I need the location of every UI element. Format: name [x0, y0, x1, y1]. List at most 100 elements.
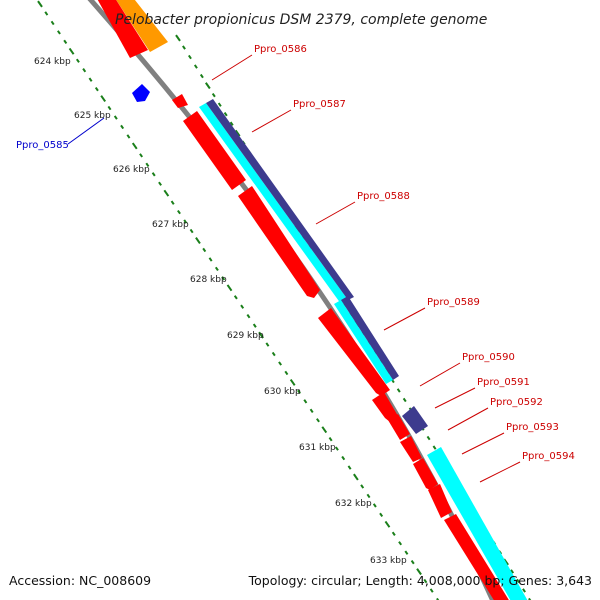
cds-feature-0594[interactable] — [428, 484, 452, 518]
cds-feature-0588[interactable] — [238, 186, 320, 298]
ruler-tick — [353, 473, 359, 481]
gene-label[interactable]: Ppro_0593 — [506, 422, 559, 433]
gene-feature-0591-navy — [402, 406, 428, 434]
ruler-tick — [379, 512, 384, 518]
ruler-tick — [202, 247, 207, 253]
ruler-tick — [297, 389, 301, 395]
ruler-tick — [57, 30, 61, 35]
ruler-tick — [139, 153, 144, 158]
ruler-tick — [384, 520, 391, 528]
gene-label[interactable]: Ppro_0591 — [477, 377, 530, 388]
cds-feature — [444, 514, 509, 600]
ruler-tick — [214, 266, 219, 272]
cds-feature-0591[interactable] — [388, 414, 410, 440]
ruler-tick — [163, 189, 170, 197]
tick-labels: 624 kbp 625 kbp 626 kbp 627 kbp 628 kbp 629 k… — [34, 57, 407, 566]
ruler-tick — [217, 102, 222, 107]
gene-leader-line — [67, 117, 105, 145]
tick-label: 630 kbp — [264, 387, 301, 397]
tick-label: 632 kbp — [335, 499, 372, 509]
cds-feature-0589[interactable] — [318, 308, 390, 396]
gene-label[interactable]: Ppro_0588 — [357, 191, 410, 202]
ruler-tick — [177, 209, 181, 215]
gene-label[interactable]: Ppro_0589 — [427, 297, 480, 308]
ruler-tick — [246, 314, 251, 319]
ruler-tick — [183, 219, 188, 224]
gene-label[interactable]: Ppro_0594 — [522, 451, 575, 462]
ruler-tick — [151, 172, 156, 177]
ruler-tick — [107, 105, 112, 111]
ruler-tick — [226, 284, 233, 292]
ruler-tick — [328, 437, 333, 442]
ruler-tick — [426, 435, 431, 441]
gene-label[interactable]: Ppro_0585 — [16, 140, 69, 151]
ruler-tick — [396, 388, 401, 393]
gene-label[interactable]: Ppro_0586 — [254, 44, 307, 55]
cds-feature-0585[interactable] — [132, 84, 150, 102]
ruler-tick — [204, 82, 211, 90]
ruler-tick — [316, 418, 320, 423]
ruler-tick — [233, 295, 238, 300]
ruler-tick — [391, 531, 396, 536]
ruler-tick — [170, 200, 175, 205]
tick-label: 629 kbp — [227, 331, 264, 341]
ruler-tick — [432, 445, 437, 450]
ruler-tick — [113, 115, 118, 120]
gene-leader-line — [434, 387, 476, 409]
ruler-tick — [303, 399, 308, 404]
ruler-tick — [199, 73, 204, 79]
ruler-tick — [158, 181, 162, 186]
ruler-tick — [528, 597, 532, 600]
ruler-tick — [126, 134, 131, 139]
gene-label[interactable]: Ppro_0587 — [293, 99, 346, 110]
ruler-tick — [68, 47, 75, 55]
gene-label[interactable]: Ppro_0590 — [462, 352, 515, 363]
ruler-tick — [44, 11, 49, 16]
cds-feature-0587[interactable] — [183, 111, 246, 190]
tick-label: 626 kbp — [113, 165, 150, 175]
feature-track — [87, 0, 528, 600]
cds-feature-0592[interactable] — [400, 436, 422, 462]
ruler-tick — [258, 331, 264, 339]
ruler-tick — [221, 276, 226, 281]
gene-leader-line — [461, 432, 505, 455]
ruler-tick — [75, 58, 80, 63]
ruler-tick — [100, 95, 107, 103]
ruler-tick — [341, 455, 346, 461]
gene-feature-0589-navy — [341, 296, 399, 380]
cds-feature-0593[interactable] — [413, 458, 438, 490]
ruler-tick — [189, 228, 194, 234]
cds-feature-0586[interactable] — [172, 94, 188, 108]
ruler-tick — [187, 54, 192, 60]
ruler-tick — [278, 361, 283, 366]
ruler-tick — [94, 86, 99, 92]
cds-feature-0590[interactable] — [372, 392, 398, 422]
gene-leader-line — [315, 201, 356, 225]
ruler-tick — [271, 351, 276, 357]
ruler-tick — [50, 20, 55, 26]
ruler-tick — [436, 597, 440, 600]
accession-label: Accession: NC_008609 — [9, 573, 152, 588]
genome-title: Pelobacter propionicus DSM 2379, complet… — [115, 12, 487, 28]
ruler-tick — [416, 568, 422, 576]
ruler-tick — [372, 503, 377, 508]
gene-leader-line — [251, 109, 292, 133]
gene-feature-0587-navy — [206, 99, 354, 300]
gene-feature-0594-cyan — [427, 447, 528, 600]
ruler-tick — [223, 112, 228, 117]
gene-label[interactable]: Ppro_0592 — [490, 397, 543, 408]
ruler-tick — [402, 397, 407, 403]
ruler-tick — [334, 446, 339, 451]
ruler-tick — [240, 304, 245, 309]
ruler-tick — [182, 45, 186, 50]
ruler-tick — [229, 121, 234, 126]
ruler-tick — [175, 34, 181, 42]
ruler-tick — [63, 39, 68, 45]
ruler-tick — [321, 426, 328, 434]
misc-feature — [116, 0, 168, 52]
ruler-tick — [88, 77, 93, 82]
ruler-tick — [265, 342, 270, 347]
tick-label: 625 kbp — [74, 111, 111, 121]
gene-leader-line — [447, 407, 489, 431]
ruler-tick — [366, 493, 371, 499]
